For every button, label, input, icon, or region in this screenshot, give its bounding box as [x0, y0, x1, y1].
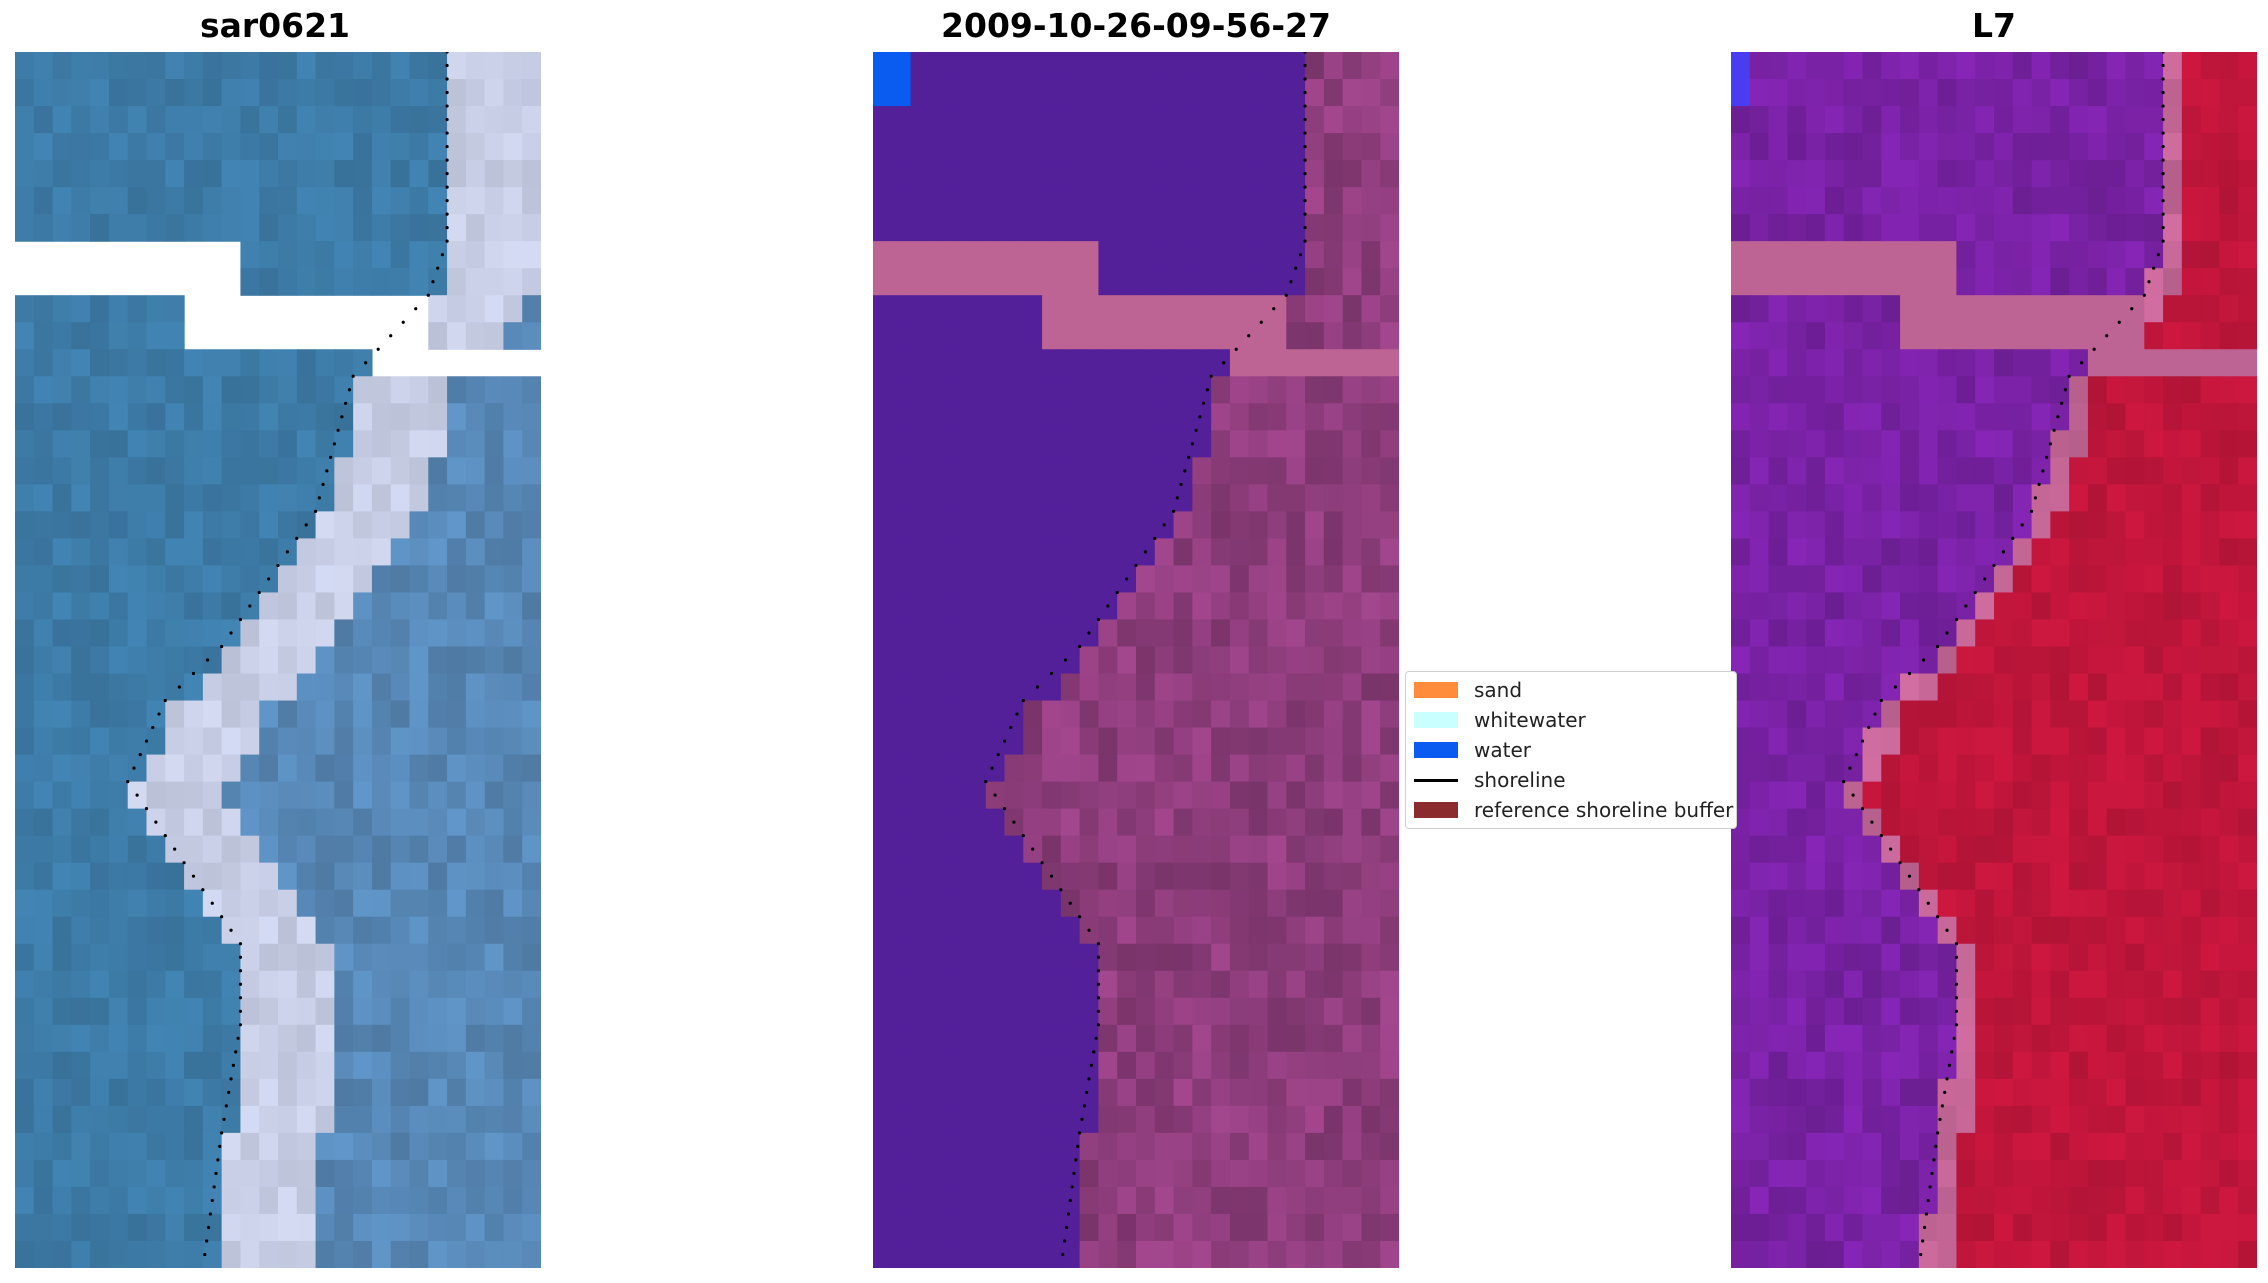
whitewater-swatch: [1414, 712, 1458, 728]
shoreline-dots: [126, 52, 449, 1257]
legend-item-reference-buffer: reference shoreline buffer: [1414, 796, 1733, 824]
sand-swatch: [1414, 682, 1458, 698]
index-raster: [1731, 52, 2257, 1268]
legend-item-whitewater: whitewater: [1414, 706, 1586, 734]
shoreline-swatch: [1414, 778, 1458, 782]
shoreline-dots: [1842, 52, 2165, 1257]
legend-item-sand: sand: [1414, 676, 1522, 704]
legend: sand whitewater water shoreline referenc…: [1405, 671, 1737, 829]
index-image: [1731, 52, 2257, 1268]
satellite-rgb-image: [15, 52, 541, 1268]
water-swatch: [1414, 742, 1458, 758]
legend-label: shoreline: [1474, 768, 1566, 792]
classification-raster: [873, 52, 1399, 1268]
panel-title-3: L7: [1972, 6, 2016, 45]
legend-item-shoreline: shoreline: [1414, 766, 1566, 794]
legend-label: whitewater: [1474, 708, 1586, 732]
legend-label: water: [1474, 738, 1531, 762]
legend-label: sand: [1474, 678, 1523, 702]
panel-title-1: sar0621: [199, 6, 351, 45]
legend-item-water: water: [1414, 736, 1531, 764]
shoreline-dots: [984, 52, 1307, 1257]
panel-title-2: 2009-10-26-09-56-27: [941, 6, 1331, 45]
legend-label: reference shoreline buffer: [1474, 798, 1734, 822]
rgb-raster: [15, 52, 541, 1268]
classified-image: [873, 52, 1399, 1268]
reference-buffer-swatch: [1414, 802, 1458, 818]
